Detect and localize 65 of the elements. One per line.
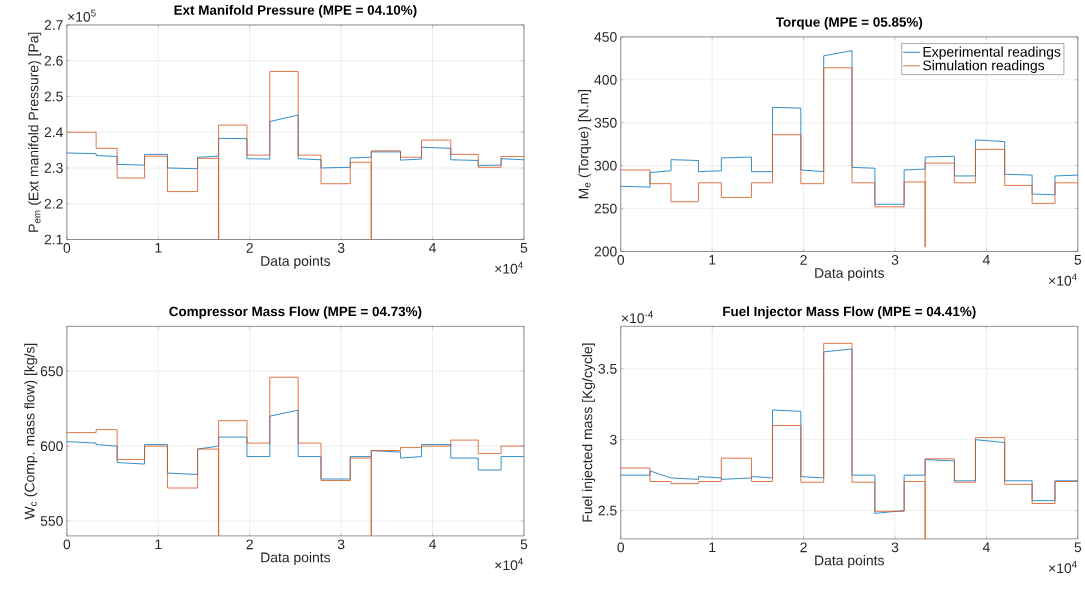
- text: ×10$^{4}$: [1049, 561, 1077, 574]
- chart-title: Compressor Mass Flow (MPE = 04.73%): [169, 306, 422, 319]
- x-tick-label: 2: [246, 243, 253, 253]
- x-tick-label: 0: [63, 539, 71, 550]
- x-tick-label: 4: [428, 243, 436, 253]
- x-tick-label: 1: [155, 243, 162, 253]
- text: ×10$^{4}$: [495, 261, 523, 274]
- y-tick-label: 300: [594, 160, 617, 171]
- x-tick-label: 5: [520, 539, 528, 550]
- x-tick-label: 4: [982, 542, 990, 553]
- text: ×10$^{4}$: [495, 558, 523, 571]
- y-tick-label: 2.1: [44, 234, 63, 245]
- y-axis-title: W$_{c}$ (Comp. mass flow) [kg/s]: [24, 343, 38, 520]
- x-tick-label: 5: [520, 243, 528, 253]
- y-axis-title: P$_{em}$ (Ext manifold Pressure) [Pa]: [28, 32, 42, 232]
- x-tick-label: 2: [800, 542, 807, 553]
- y-tick-label: 650: [40, 366, 63, 377]
- x-tick-label: 3: [337, 539, 345, 550]
- y-tick-label: 2.2: [44, 198, 63, 209]
- x-tick-label: 4: [428, 539, 436, 550]
- x-tick-label: 3: [337, 243, 345, 253]
- x-tick-label: 1: [709, 255, 716, 265]
- legend-label: Experimental readings: [923, 46, 1061, 60]
- y-tick-label: 550: [40, 516, 63, 526]
- y-tick-label: 350: [594, 117, 617, 128]
- chart-title: Ext Manifold Pressure (MPE = 04.10%): [174, 5, 417, 18]
- x-tick-label: 0: [63, 243, 71, 253]
- x-tick-label: 0: [617, 255, 625, 265]
- y-tick-label: 400: [594, 74, 617, 85]
- legend-label: Simulation readings: [923, 60, 1045, 74]
- x-tick-label: 3: [891, 542, 899, 553]
- y-tick-label: 450: [594, 32, 617, 42]
- line-series: [66, 71, 525, 240]
- y-tick-label: 2.6: [44, 55, 63, 66]
- line-series: [66, 376, 525, 537]
- text: ×10$^{-4}$: [621, 311, 653, 324]
- x-tick-label: 3: [891, 255, 899, 265]
- y-tick-label: 3.5: [598, 364, 617, 374]
- x-axis-title: Data points: [815, 267, 884, 281]
- chart-title: Fuel Injector Mass Flow (MPE = 04.41%): [723, 306, 976, 319]
- x-tick-label: 5: [1074, 542, 1082, 553]
- y-tick-label: 3: [610, 434, 617, 445]
- chart-title: Torque (MPE = 05.85%): [775, 17, 923, 30]
- y-tick-label: 2.7: [44, 20, 63, 30]
- x-tick-label: 1: [709, 542, 716, 553]
- y-axis-title: Fuel injected mass [Kg/cycle]: [582, 343, 596, 522]
- y-tick-label: 2.4: [44, 127, 63, 138]
- y-tick-label: 250: [594, 203, 617, 214]
- x-tick-label: 2: [800, 255, 807, 265]
- y-tick-label: 2.5: [44, 91, 63, 102]
- x-tick-label: 5: [1074, 255, 1082, 265]
- x-axis-title: Data points: [261, 552, 331, 566]
- y-tick-label: 2.5: [598, 505, 617, 516]
- x-tick-label: 1: [155, 539, 162, 550]
- x-tick-label: 2: [246, 539, 253, 550]
- y-tick-label: 600: [40, 441, 63, 452]
- x-axis-title: Data points: [815, 555, 884, 569]
- x-tick-label: 4: [982, 255, 990, 265]
- text: ×10$^{4}$: [1049, 273, 1077, 286]
- y-tick-label: 2.3: [44, 163, 63, 174]
- y-tick-label: 200: [594, 246, 617, 257]
- y-axis-title: M$_{e}$ (Torque) [N.m]: [578, 90, 592, 199]
- text: ×10$^{5}$: [68, 9, 96, 22]
- x-tick-label: 0: [617, 542, 625, 553]
- x-axis-title: Data points: [261, 255, 331, 269]
